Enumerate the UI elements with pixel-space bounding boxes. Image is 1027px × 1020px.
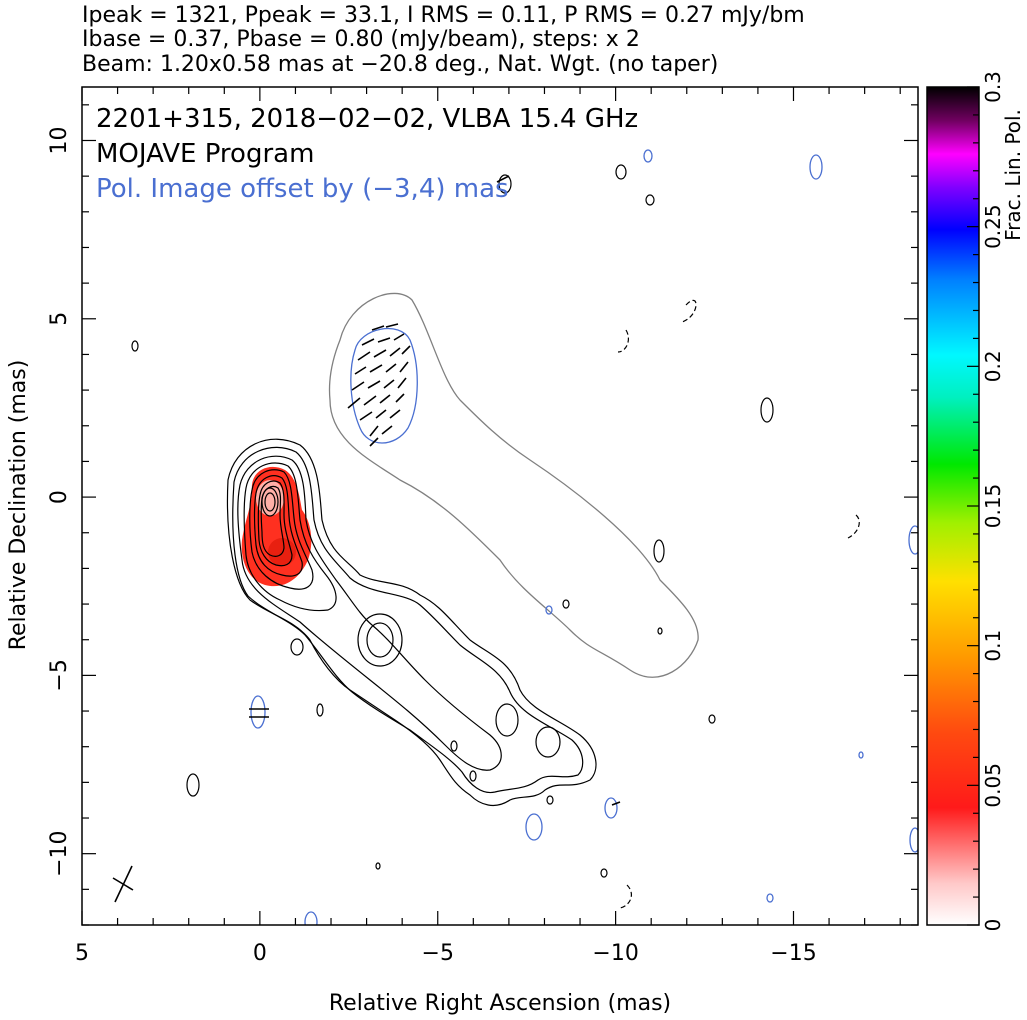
pol-offset-annotation: Pol. Image offset by (−3,4) mas [96,174,509,204]
colorbar-tick-label: 0.15 [981,484,1005,529]
polarization-contours [250,149,918,925]
colorbar-tick-label: 0 [981,919,1005,932]
y-tick-label: 0 [47,490,72,504]
x-axis-title: Relative Right Ascension (mas) [329,991,671,1016]
axis-tick-labels: 5 0 −5 −10 −15 −10 −5 0 5 10 [47,126,817,966]
y-tick-label: −10 [47,830,72,876]
total-intensity-contours [131,164,860,909]
header-line-base: Ibase = 0.37, Pbase = 0.80 (mJy/beam), s… [82,27,640,52]
axis-ticks [81,87,918,926]
x-tick-label: −15 [770,941,816,966]
program-annotation: MOJAVE Program [96,139,314,169]
source-annotation: 2201+315, 2018−02−02, VLBA 15.4 GHz [96,104,638,134]
evpa-vectors [249,175,621,806]
colorbar-tick-label: 0.2 [981,350,1005,382]
y-tick-label: −5 [47,659,72,691]
y-tick-label: 5 [47,312,72,326]
colorbar-tick-labels: 0 0.05 0.1 0.15 0.2 0.25 0.3 [981,71,1005,931]
plot-frame [81,86,919,926]
colorbar-tick-label: 0.1 [981,630,1005,662]
restoring-beam-cross [112,865,134,903]
x-tick-label: 0 [253,941,267,966]
colorbar-tick-label: 0.05 [981,763,1005,808]
pol-image-outline [328,292,699,678]
colorbar-ticks [967,86,979,926]
x-tick-label: 5 [75,941,89,966]
colorbar-tick-label: 0.25 [981,204,1005,249]
header-line-beam: Beam: 1.20x0.58 mas at −20.8 deg., Nat. … [82,52,719,77]
y-axis-title: Relative Declination (mas) [6,360,31,651]
header-line-peaks: Ipeak = 1321, Ppeak = 33.1, I RMS = 0.11… [82,3,805,28]
colorbar-tick-label: 0.3 [981,71,1005,103]
x-tick-label: −5 [422,941,454,966]
y-tick-label: 10 [47,126,72,154]
colorbar-title: Frac. Lin. Pol. [1001,109,1025,241]
x-tick-label: −10 [592,941,638,966]
